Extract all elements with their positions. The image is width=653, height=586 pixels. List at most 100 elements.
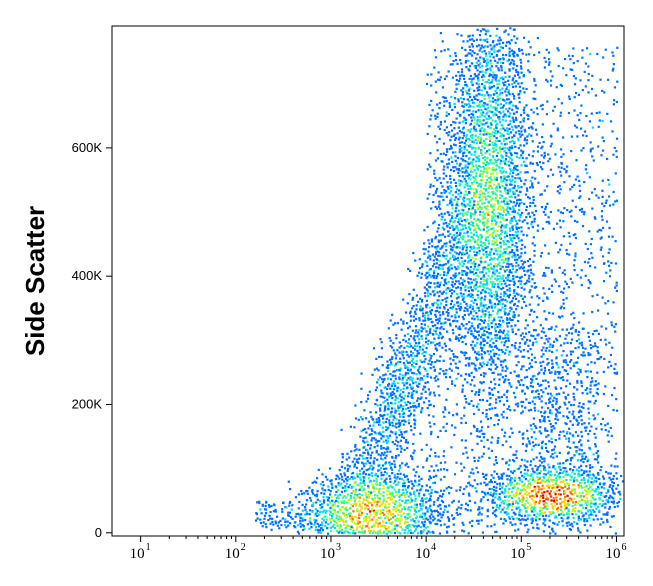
event-dot (474, 368, 477, 371)
event-dot (479, 210, 482, 213)
event-dot (507, 334, 510, 337)
event-dot (410, 519, 413, 522)
event-dot (447, 187, 450, 190)
event-dot (500, 341, 503, 344)
event-dot (583, 520, 586, 523)
event-dot (507, 252, 510, 256)
event-dot (471, 296, 475, 299)
event-dot (485, 30, 488, 33)
event-dot (552, 464, 555, 468)
event-dot (588, 516, 591, 519)
event-dot (425, 397, 428, 400)
event-dot (474, 257, 478, 261)
event-dot (520, 164, 523, 167)
event-dot (479, 302, 482, 305)
event-dot (469, 138, 472, 141)
event-dot (388, 463, 391, 466)
event-dot (533, 220, 536, 223)
event-dot (432, 333, 435, 336)
event-dot (488, 386, 491, 390)
event-dot (409, 376, 412, 379)
event-dot (385, 447, 388, 451)
event-dot (589, 490, 592, 493)
event-dot (327, 496, 330, 499)
event-dot (397, 401, 401, 404)
event-dot (454, 251, 457, 254)
event-dot (430, 309, 434, 312)
event-dot (354, 417, 358, 420)
event-dot (478, 218, 481, 221)
event-dot (402, 408, 405, 411)
event-dot (474, 174, 478, 177)
event-dot (380, 437, 383, 440)
event-dot (284, 506, 287, 509)
event-dot (510, 307, 513, 310)
event-dot (489, 344, 492, 347)
event-dot (368, 502, 371, 505)
event-dot (393, 528, 397, 531)
event-dot (402, 482, 405, 485)
event-dot (397, 404, 400, 407)
event-dot (350, 503, 353, 506)
event-dot (411, 296, 415, 299)
event-dot (482, 129, 485, 133)
event-dot (419, 503, 422, 506)
event-dot (455, 286, 458, 290)
event-dot (479, 304, 482, 307)
event-dot (574, 503, 577, 506)
event-dot (488, 353, 491, 356)
event-dot (481, 310, 484, 313)
event-dot (504, 270, 507, 273)
event-dot (476, 115, 479, 118)
event-dot (421, 298, 424, 302)
event-dot (510, 490, 513, 493)
event-dot (437, 254, 440, 257)
event-dot (345, 506, 348, 509)
event-dot (416, 369, 420, 372)
event-dot (543, 56, 546, 59)
event-dot (339, 493, 342, 496)
event-dot (607, 490, 610, 493)
event-dot (513, 495, 516, 498)
event-dot (407, 267, 410, 271)
event-dot (511, 205, 515, 208)
event-dot (392, 380, 395, 383)
event-dot (437, 195, 440, 198)
event-dot (467, 328, 470, 331)
event-dot (491, 309, 494, 312)
event-dot (497, 67, 500, 70)
event-dot (483, 225, 486, 228)
event-dot (497, 303, 500, 306)
event-dot (498, 202, 501, 205)
event-dot (495, 293, 498, 296)
event-dot (394, 433, 397, 436)
event-dot (482, 74, 485, 77)
event-dot (493, 252, 496, 255)
event-dot (411, 371, 414, 374)
event-dot (393, 476, 396, 479)
event-dot (280, 523, 283, 527)
event-dot (499, 106, 502, 110)
event-dot (473, 327, 476, 330)
event-dot (577, 484, 580, 487)
event-dot (300, 489, 303, 493)
event-dot (375, 399, 379, 402)
event-dot (490, 65, 493, 68)
event-dot (496, 334, 499, 337)
event-dot (457, 238, 460, 241)
event-dot (416, 484, 419, 487)
event-dot (468, 145, 471, 148)
event-dot (559, 462, 562, 465)
event-dot (489, 289, 492, 292)
event-dot (534, 503, 537, 506)
event-dot (499, 241, 502, 244)
event-dot (411, 379, 414, 382)
event-dot (466, 267, 469, 270)
event-dot (482, 389, 485, 392)
event-dot (372, 485, 375, 489)
event-dot (485, 279, 488, 283)
event-dot (509, 207, 512, 210)
event-dot (574, 491, 577, 494)
event-dot (539, 512, 542, 515)
event-dot (483, 275, 486, 278)
